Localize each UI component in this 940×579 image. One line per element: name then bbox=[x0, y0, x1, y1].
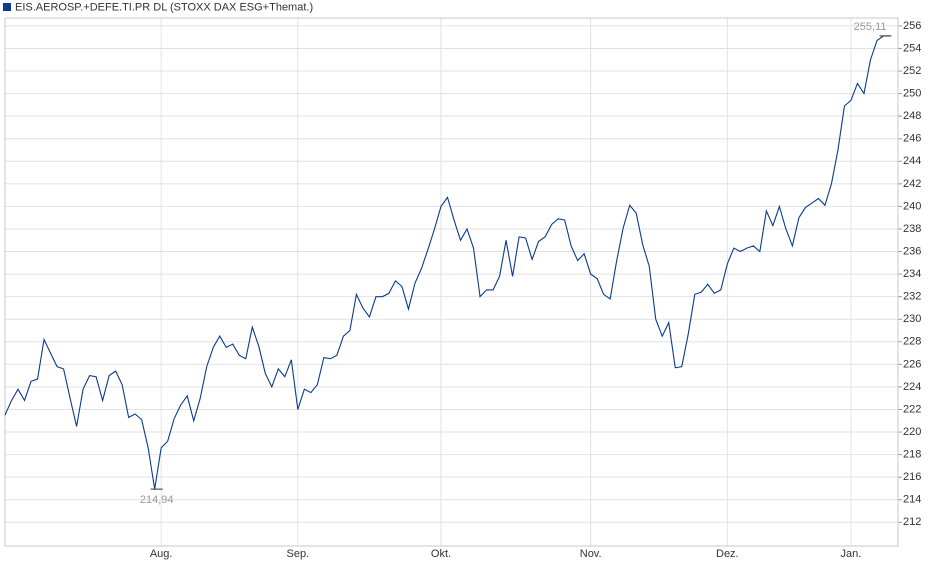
y-tick-label: 242 bbox=[903, 178, 921, 190]
y-tick-label: 250 bbox=[903, 87, 921, 99]
y-tick-label: 224 bbox=[903, 381, 921, 393]
y-tick-label: 212 bbox=[903, 516, 921, 528]
x-tick-label: Nov. bbox=[580, 548, 602, 560]
y-tick-label: 238 bbox=[903, 223, 921, 235]
y-tick-label: 240 bbox=[903, 200, 921, 212]
y-tick-label: 228 bbox=[903, 336, 921, 348]
price-line bbox=[4, 35, 890, 490]
value-label: 214,94 bbox=[140, 494, 174, 506]
y-tick-label: 254 bbox=[903, 42, 921, 54]
y-tick-label: 256 bbox=[903, 20, 921, 32]
y-tick-label: 234 bbox=[903, 268, 921, 280]
x-tick-label: Jan. bbox=[841, 548, 862, 560]
y-tick-label: 246 bbox=[903, 133, 921, 145]
y-tick-label: 220 bbox=[903, 426, 921, 438]
y-tick-label: 214 bbox=[903, 494, 921, 506]
x-tick-label: Aug. bbox=[150, 548, 173, 560]
value-label: 255,11 bbox=[854, 21, 887, 33]
y-tick-label: 248 bbox=[903, 110, 921, 122]
y-tick-label: 232 bbox=[903, 291, 921, 303]
y-tick-label: 216 bbox=[903, 471, 921, 483]
legend-swatch bbox=[3, 3, 11, 11]
y-tick-label: 230 bbox=[903, 313, 921, 325]
x-tick-label: Dez. bbox=[716, 548, 739, 560]
y-tick-label: 244 bbox=[903, 155, 921, 167]
y-tick-label: 236 bbox=[903, 245, 921, 257]
x-tick-label: Okt. bbox=[431, 548, 451, 560]
y-tick-label: 218 bbox=[903, 449, 921, 461]
x-tick-label: Sep. bbox=[287, 548, 310, 560]
y-tick-label: 226 bbox=[903, 358, 921, 370]
plot-frame bbox=[4, 17, 899, 547]
y-tick-label: 252 bbox=[903, 65, 921, 77]
legend-label: EIS.AEROSP.+DEFE.TI.PR DL (STOXX DAX ESG… bbox=[15, 1, 313, 13]
y-tick-label: 222 bbox=[903, 403, 921, 415]
